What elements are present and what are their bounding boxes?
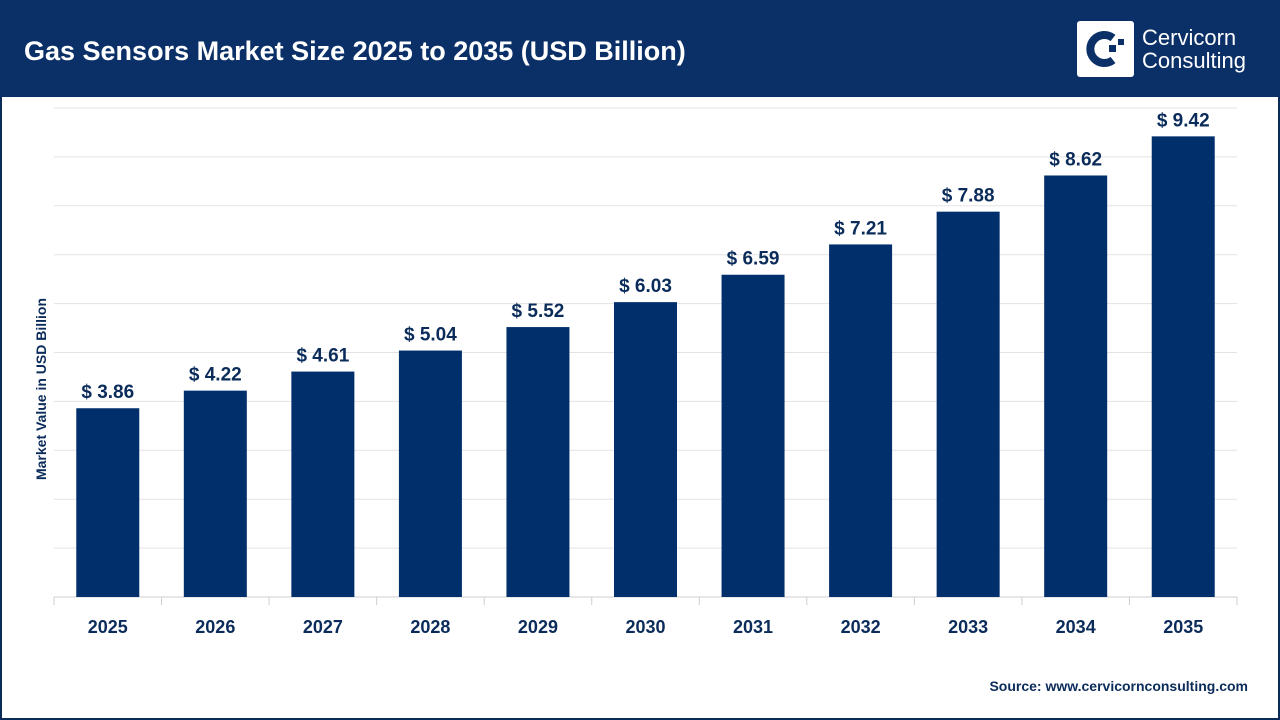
x-tick-label: 2025 [88,617,128,637]
data-label: $ 6.59 [727,249,780,270]
x-tick-label: 2029 [518,617,558,637]
x-tick-label: 2033 [948,617,988,637]
x-tick-label: 2032 [841,617,881,637]
bar-2025 [76,408,140,597]
data-label: $ 6.03 [619,276,672,297]
data-label: $ 8.62 [1049,149,1102,170]
data-label: $ 5.04 [404,325,457,346]
bar-2026 [183,390,247,597]
data-label: $ 7.21 [834,218,887,239]
data-label: $ 4.61 [296,346,349,367]
bar-2030 [614,302,677,597]
x-tick-label: 2026 [195,617,235,637]
source-text: Source: www.cervicornconsulting.com [989,678,1248,694]
logo-mark-icon [1077,21,1134,77]
bar-2033 [936,211,1000,597]
logo-text-line1: Cervicorn [1142,25,1237,50]
x-tick-label: 2030 [625,617,665,637]
x-tick-label: 2028 [410,617,450,637]
data-label: $ 5.52 [512,301,565,322]
bar-2027 [291,371,355,597]
cervicorn-logo: Cervicorn Consulting [1077,21,1246,77]
x-tick-label: 2031 [733,617,773,637]
bar-2029 [506,327,570,597]
data-label: $ 9.42 [1157,110,1210,131]
data-label: $ 3.86 [81,382,134,403]
bar-2031 [721,274,785,597]
x-tick-label: 2034 [1056,617,1096,637]
bar-2034 [1044,175,1108,597]
x-tick-label: 2035 [1163,617,1203,637]
bar-2032 [829,244,893,597]
chart-title: Gas Sensors Market Size 2025 to 2035 (US… [24,36,686,66]
bar-2035 [1151,136,1215,597]
header-band: Gas Sensors Market Size 2025 to 2035 (US… [0,0,1280,97]
logo-text-line2: Consulting [1142,48,1246,73]
y-axis-label: Market Value in USD Billion [33,297,49,481]
bar-2028 [398,350,462,597]
data-label: $ 7.88 [942,186,995,207]
x-tick-label: 2027 [303,617,343,637]
data-label: $ 4.22 [189,365,242,386]
